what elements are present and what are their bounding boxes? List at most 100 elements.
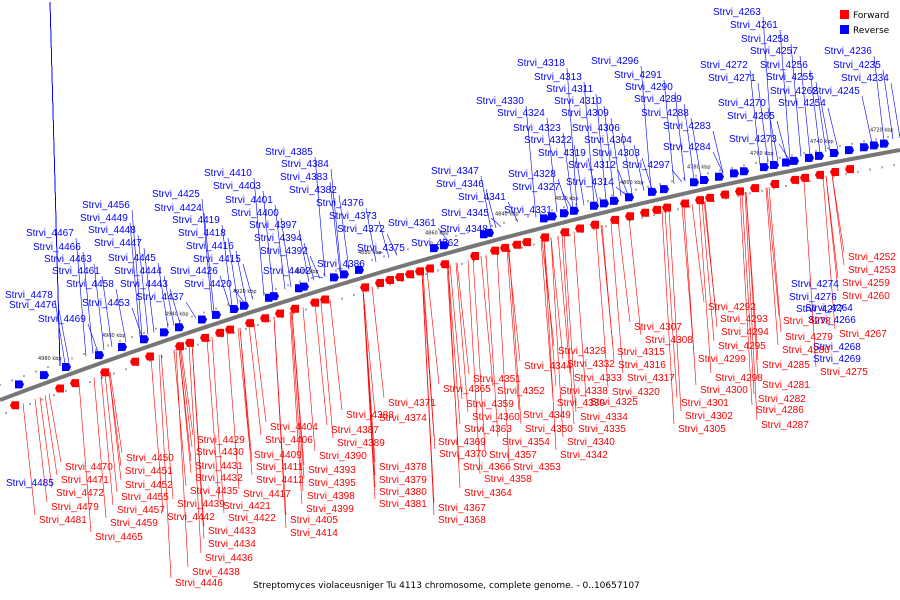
reverse-leader-line: [262, 190, 274, 294]
reverse-gene-label: Strvi_4323: [513, 123, 561, 134]
reverse-leader-line: [233, 288, 245, 303]
reverse-leader-line: [815, 81, 827, 152]
reverse-leader-line: [762, 16, 774, 163]
reverse-gene-arrow: [440, 241, 449, 250]
reverse-gene-arrow: [485, 228, 494, 237]
ruler-tick-label: 4880 kbp: [358, 250, 382, 256]
forward-gene-arrow: [310, 298, 319, 307]
reverse-gene-arrow: [300, 282, 309, 291]
reverse-gene-label: Strvi_4318: [517, 58, 565, 69]
forward-gene-label: Strvi_4368: [438, 515, 486, 526]
forward-leader-line: [496, 251, 510, 463]
reverse-gene-arrow: [760, 163, 769, 172]
reverse-gene-label: Strvi_4288: [641, 108, 689, 119]
forward-gene-label: Strvi_4344: [524, 361, 572, 372]
forward-leader-line: [109, 371, 123, 454]
forward-gene-label: Strvi_4298: [715, 373, 763, 384]
forward-leader-line: [362, 289, 376, 500]
forward-leader-line: [822, 176, 836, 330]
forward-gene-label: Strvi_4338: [560, 386, 608, 397]
forward-leader-line: [765, 187, 779, 346]
forward-leader-line: [480, 255, 494, 387]
reverse-leader-line: [219, 275, 231, 308]
forward-gene-label: Strvi_4281: [762, 380, 810, 391]
reverse-leader-line: [169, 288, 181, 324]
reverse-gene-label: Strvi_4273: [729, 134, 777, 145]
forward-leader-line: [628, 218, 642, 336]
reverse-gene-arrow: [540, 214, 549, 223]
forward-gene-arrow: [360, 283, 369, 292]
forward-leader-line: [550, 237, 564, 438]
reverse-leader-line: [312, 275, 324, 278]
reverse-leader-line: [143, 247, 155, 333]
forward-gene-label: Strvi_4329: [558, 346, 606, 357]
forward-gene-label: Strvi_4430: [196, 447, 244, 458]
forward-gene-label: Strvi_4342: [560, 450, 608, 461]
reverse-gene-label: Strvi_4476: [9, 300, 57, 311]
forward-gene-arrow: [425, 264, 434, 273]
reverse-gene-label: Strvi_4289: [634, 94, 682, 105]
reverse-leader-line: [137, 234, 149, 335]
reverse-gene-arrow: [95, 351, 104, 360]
reverse-gene-label: Strvi_4372: [337, 224, 385, 235]
forward-gene-label: Strvi_4349: [523, 410, 571, 421]
reverse-leader-line: [882, 69, 894, 140]
forward-gene-label: Strvi_4399: [306, 504, 354, 515]
forward-gene-label: Strvi_4316: [618, 360, 666, 371]
reverse-gene-arrow: [770, 160, 779, 169]
forward-gene-label: Strvi_4417: [243, 489, 291, 500]
ruler-tick-label: 4820 kbp: [555, 196, 579, 202]
forward-leader-line: [563, 234, 577, 413]
reverse-leader-line: [546, 117, 558, 213]
forward-gene-label: Strvi_4253: [848, 265, 896, 276]
forward-gene-label: Strvi_4358: [484, 474, 532, 485]
reverse-gene-label: Strvi_4324: [497, 108, 545, 119]
reverse-leader-line: [621, 132, 633, 194]
reverse-gene-label: Strvi_4392: [260, 246, 308, 257]
forward-gene-arrow: [625, 212, 634, 221]
reverse-leader-line: [767, 107, 779, 162]
reverse-gene-label: Strvi_4304: [584, 135, 632, 146]
reverse-gene-label: Strvi_4270: [718, 98, 766, 109]
reverse-leader-line: [610, 117, 622, 197]
ruler-tick-label: 4800 kbp: [620, 180, 644, 186]
forward-leader-line: [290, 311, 304, 492]
reverse-gene-label: Strvi_4347: [431, 166, 479, 177]
forward-leader-line: [508, 248, 522, 425]
reverse-gene-label: Strvi_4345: [441, 208, 489, 219]
forward-gene-label: Strvi_4465: [95, 532, 143, 543]
forward-gene-label: Strvi_4354: [502, 437, 550, 448]
forward-gene-label: Strvi_4292: [708, 302, 756, 313]
forward-gene-arrow: [680, 199, 689, 208]
reverse-leader-line: [82, 251, 94, 354]
forward-gene-arrow: [185, 338, 194, 347]
forward-gene-label: Strvi_4433: [208, 526, 256, 537]
forward-gene-label: Strvi_4363: [464, 424, 512, 435]
reverse-gene-arrow: [740, 167, 749, 176]
reverse-gene-label: Strvi_4426: [170, 266, 218, 277]
reverse-gene-label: Strvi_4235: [833, 60, 881, 71]
forward-leader-line: [191, 343, 205, 540]
forward-leader-line: [206, 338, 220, 502]
forward-leader-line: [543, 239, 557, 387]
forward-leader-line: [108, 372, 122, 481]
forward-leader-line: [329, 299, 343, 411]
reverse-gene-label: Strvi_4309: [561, 108, 609, 119]
forward-leader-line: [831, 174, 845, 266]
reverse-gene-arrow: [880, 139, 889, 148]
reverse-leader-line: [587, 157, 599, 202]
reverse-leader-line: [58, 309, 70, 363]
forward-gene-label: Strvi_4451: [125, 466, 173, 477]
forward-gene-label: Strvi_4371: [388, 398, 436, 409]
reverse-gene-label: Strvi_4303: [592, 148, 640, 159]
ruler-tick-label: 4900 kbp: [295, 269, 319, 275]
forward-leader-line: [550, 237, 564, 360]
reverse-gene-label: Strvi_4424: [154, 203, 202, 214]
forward-leader-line: [44, 395, 58, 476]
forward-gene-label: Strvi_4359: [466, 399, 514, 410]
gene-arrows: [10, 139, 889, 410]
reverse-leader-line: [298, 229, 310, 282]
reverse-leader-line: [674, 91, 686, 182]
reverse-gene-label: Strvi_4420: [184, 279, 232, 290]
